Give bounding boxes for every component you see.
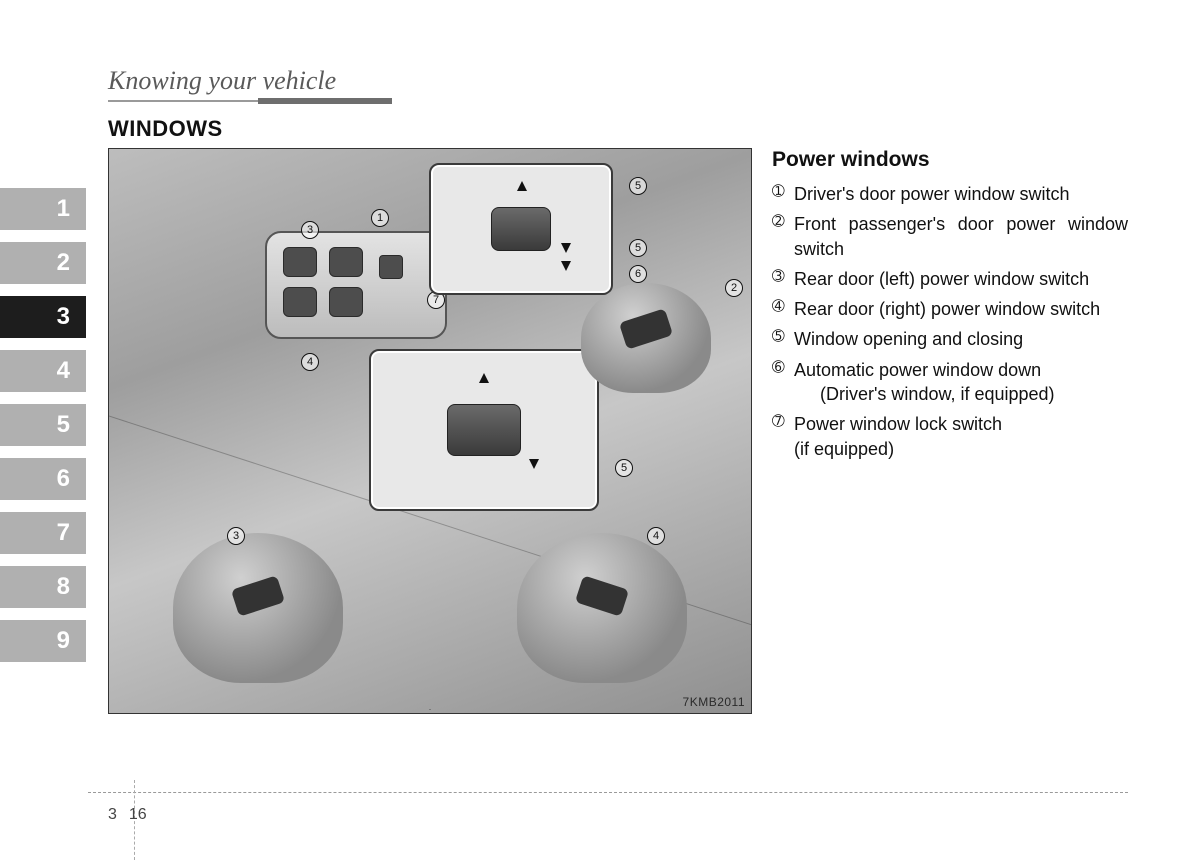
legend-num: ➁	[772, 212, 794, 261]
legend-text: Power window lock switch	[794, 412, 1128, 436]
figure-code: 7KMB2011	[683, 695, 745, 709]
rear-right-switch	[575, 575, 629, 616]
legend-list: ➀ Driver's door power window switch ➁ Fr…	[772, 182, 1128, 461]
legend-item-4: ➃ Rear door (right) power window switch	[772, 297, 1128, 321]
auto-down-detail	[429, 163, 613, 295]
legend-item-5: ➄ Window opening and closing	[772, 327, 1128, 351]
driver-master-panel	[265, 231, 447, 339]
legend-text: Front passenger's door power window swit…	[794, 212, 1128, 261]
legend-heading: Power windows	[772, 148, 1128, 172]
arrow-down-icon	[529, 459, 539, 469]
legend-item-3: ➂ Rear door (left) power window switch	[772, 267, 1128, 291]
switch-detail	[369, 349, 599, 511]
footer-rule	[88, 792, 1128, 793]
legend-item-2: ➁ Front passenger's door power window sw…	[772, 212, 1128, 261]
page-chapter: 3	[108, 806, 117, 824]
chapter-tab-1: 1	[0, 188, 86, 230]
callout-h2: 2	[725, 279, 743, 297]
callout-4: 4	[301, 353, 319, 371]
legend-subtext: (Driver's window, if equipped)	[772, 382, 1128, 406]
arrow-down-icon	[561, 243, 571, 253]
chapter-tab-3: 3	[0, 296, 86, 338]
split-line-v	[429, 709, 431, 710]
rear-left-door	[173, 533, 343, 683]
chapter-underline-accent	[258, 98, 392, 104]
arrow-up-icon	[479, 373, 489, 383]
window-switch-4	[283, 287, 317, 317]
window-switch-3	[283, 247, 317, 277]
legend-text: Window opening and closing	[794, 327, 1128, 351]
rear-left-switch	[231, 575, 285, 616]
section-heading: WINDOWS	[108, 116, 223, 142]
legend-item-6: ➅ Automatic power window down (Driver's …	[772, 358, 1128, 407]
legend-text: Automatic power window down	[794, 358, 1128, 382]
window-switch-detail	[447, 404, 521, 456]
callout-5b: 5	[629, 239, 647, 257]
legend-item-7: ➆ Power window lock switch (if equipped)	[772, 412, 1128, 461]
legend-subtext: (if equipped)	[772, 437, 1128, 461]
callout-6: 6	[629, 265, 647, 283]
chapter-tab-7: 7	[0, 512, 86, 554]
chapter-title: Knowing your vehicle	[108, 66, 336, 96]
page-num: 16	[129, 806, 147, 824]
front-passenger-door	[581, 283, 711, 393]
windows-diagram: 3 1 2 4 7 5 5 6 5 5 2 3	[108, 148, 752, 714]
legend-item-1: ➀ Driver's door power window switch	[772, 182, 1128, 206]
legend-num: ➆	[772, 412, 794, 436]
legend-text: Rear door (right) power window switch	[794, 297, 1128, 321]
callout-h3: 3	[227, 527, 245, 545]
legend-num: ➄	[772, 327, 794, 351]
chapter-tab-4: 4	[0, 350, 86, 392]
chapter-tabs: 1 2 3 4 5 6 7 8 9	[0, 188, 86, 674]
legend-num: ➅	[772, 358, 794, 382]
chapter-tab-9: 9	[0, 620, 86, 662]
chapter-tab-8: 8	[0, 566, 86, 608]
callout-3: 3	[301, 221, 319, 239]
window-switch-1	[329, 247, 363, 277]
callout-5d: 5	[615, 459, 633, 477]
legend-num: ➂	[772, 267, 794, 291]
passenger-window-switch	[619, 308, 673, 349]
manual-page: Knowing your vehicle WINDOWS 1 2 3 4 5 6…	[0, 0, 1200, 861]
legend-num: ➃	[772, 297, 794, 321]
page-number: 3 16	[108, 806, 147, 824]
chapter-tab-6: 6	[0, 458, 86, 500]
arrow-up-icon	[517, 181, 527, 191]
window-lock-switch	[379, 255, 403, 279]
rear-right-door	[517, 533, 687, 683]
legend-text: Driver's door power window switch	[794, 182, 1128, 206]
legend-text: Rear door (left) power window switch	[794, 267, 1128, 291]
chapter-tab-5: 5	[0, 404, 86, 446]
window-switch-2	[329, 287, 363, 317]
callout-1: 1	[371, 209, 389, 227]
legend-column: Power windows ➀ Driver's door power wind…	[772, 148, 1128, 467]
chapter-tab-2: 2	[0, 242, 86, 284]
arrow-down-icon	[561, 261, 571, 271]
callout-h4: 4	[647, 527, 665, 545]
auto-down-button	[491, 207, 551, 251]
legend-num: ➀	[772, 182, 794, 206]
callout-5a: 5	[629, 177, 647, 195]
